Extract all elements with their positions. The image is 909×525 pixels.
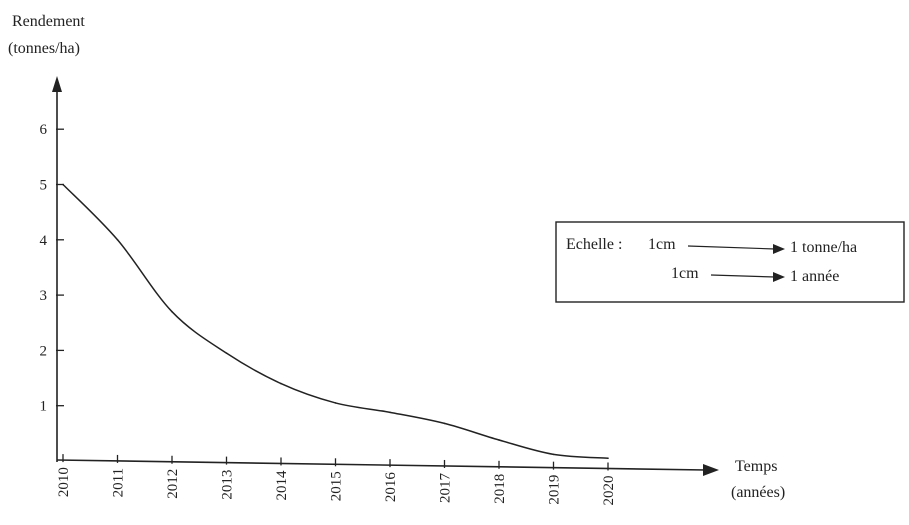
x-axis [56,459,707,471]
data-point [62,183,64,186]
y-tick-label: 5 [40,178,48,194]
y-tick-label: 3 [40,288,48,304]
series-group [62,183,609,460]
scale-row2-value: 1 année [790,268,839,285]
data-point [389,411,391,414]
y-axis-title-line1: Rendement [12,13,85,30]
data-point [334,402,337,404]
scale-label: Echelle : [566,236,622,253]
x-tick-label: 2012 [165,469,181,499]
data-point [116,239,119,241]
y-ticks: 1 2 3 4 5 6 [40,122,64,415]
scale-row1-arrow-icon [773,244,785,254]
x-tick-label: 2020 [601,475,617,505]
y-axis-title-line2: (tonnes/ha) [8,40,80,57]
scale-row2-arrow-icon [773,272,785,282]
x-axis-arrow-icon [703,464,719,476]
data-point [443,422,446,425]
x-tick-label: 2018 [492,474,508,504]
scale-row1-arrow-line [687,245,776,250]
y-tick-label: 4 [40,233,48,249]
data-point [225,352,228,354]
scale-row1-unit: 1cm [648,236,676,253]
data-point [280,382,282,385]
x-ticks: 2010 2011 2012 2013 2014 2015 2016 2017 2018 2019… [56,454,617,505]
x-tick-label: 2015 [329,471,345,501]
x-tick-label: 2017 [438,472,454,503]
x-tick-label: 2019 [547,475,563,505]
series-line-0 [62,183,609,459]
x-axis-title-line1: Temps [735,458,777,475]
x-tick-label: 2014 [274,470,290,501]
y-tick-label: 2 [40,343,48,359]
x-tick-label: 2013 [220,470,236,500]
x-tick-label: 2016 [383,472,399,503]
data-point [498,439,500,441]
data-point [607,457,609,460]
x-tick-label: 2010 [56,467,72,497]
y-tick-label: 6 [40,122,48,138]
data-point [171,310,173,313]
y-axis-arrow-icon [52,76,62,92]
y-tick-label: 1 [40,399,48,415]
x-axis-title-line2: (années) [731,484,785,501]
x-tick-label: 2011 [111,468,127,497]
scale-row1-value: 1 tonne/ha [790,239,857,256]
scale-row2-arrow-line [710,274,776,278]
scale-box-border [555,221,905,303]
data-point [552,453,555,456]
scale-row2-unit: 1cm [671,265,699,282]
scale-box: Echelle : 1cm 1 tonne/ha 1cm 1 année [555,221,905,303]
